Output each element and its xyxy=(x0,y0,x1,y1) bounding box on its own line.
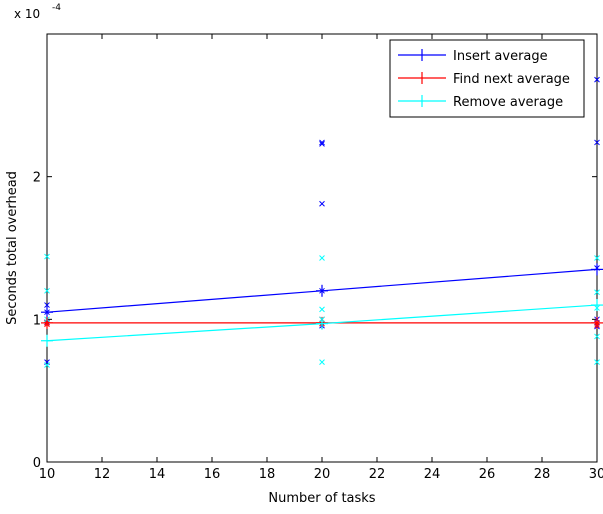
legend-entry: Remove average xyxy=(398,95,563,110)
x-tick-label: 24 xyxy=(424,467,441,482)
scatter-point xyxy=(319,359,325,365)
series-marker xyxy=(41,306,53,319)
legend-label: Find next average xyxy=(453,72,570,87)
scatter-point xyxy=(44,253,50,260)
series-marker xyxy=(591,316,603,329)
y-multiplier-exponent: -4 xyxy=(52,3,61,13)
scatter-point xyxy=(44,302,50,308)
x-tick-label: 20 xyxy=(314,467,331,482)
x-tick-label: 28 xyxy=(534,467,551,482)
x-tick-labels: 10 12 14 16 18 20 22 24 26 28 30 xyxy=(39,467,603,482)
y-axis-label: Seconds total overhead xyxy=(5,171,20,325)
x-tick-label: 16 xyxy=(204,467,221,482)
x-tick-label: 14 xyxy=(149,467,166,482)
scatter-point xyxy=(594,289,600,296)
scatter-point xyxy=(319,306,325,313)
x-axis-label: Number of tasks xyxy=(268,491,375,506)
series-marker xyxy=(591,263,603,276)
x-tick-label: 26 xyxy=(479,467,496,482)
series-marker xyxy=(41,316,53,329)
series-marker xyxy=(316,317,328,330)
legend-label: Insert average xyxy=(453,49,548,64)
scatter-point xyxy=(594,359,600,365)
y-tick-label: 0 xyxy=(33,456,41,471)
scatter-point xyxy=(319,140,325,147)
series-marker xyxy=(41,334,53,347)
x-tick-label: 22 xyxy=(369,467,386,482)
y-multiplier-base: x 10 xyxy=(14,7,40,21)
scatter-point xyxy=(44,362,50,368)
x-tick-label: 10 xyxy=(39,467,56,482)
scatter-point xyxy=(319,200,325,207)
x-tick-label: 18 xyxy=(259,467,276,482)
scatter-point xyxy=(594,333,600,340)
scatter-point xyxy=(44,287,50,294)
legend-label: Remove average xyxy=(453,95,563,110)
scatter-point xyxy=(319,139,325,146)
y-tick-label: 1 xyxy=(33,313,41,328)
series-marker xyxy=(316,284,328,297)
scatter-point xyxy=(594,76,600,83)
series-lines xyxy=(41,263,603,347)
x-tick-label: 12 xyxy=(94,467,111,482)
y-tick-label: 2 xyxy=(33,171,41,186)
scatter-point xyxy=(594,139,600,146)
series-marker xyxy=(591,299,603,312)
legend-entry: Insert average xyxy=(398,49,548,64)
legend-entry: Find next average xyxy=(398,72,570,87)
y-multiplier: x 10 -4 xyxy=(14,3,61,21)
scatter-point xyxy=(594,255,600,261)
y-tick-labels: 0 1 2 xyxy=(33,171,41,471)
x-tick-label: 30 xyxy=(589,467,603,482)
axis-ticks xyxy=(46,34,598,463)
scatter-point xyxy=(319,255,325,261)
legend: Insert average Find next average Remove av… xyxy=(389,39,585,118)
